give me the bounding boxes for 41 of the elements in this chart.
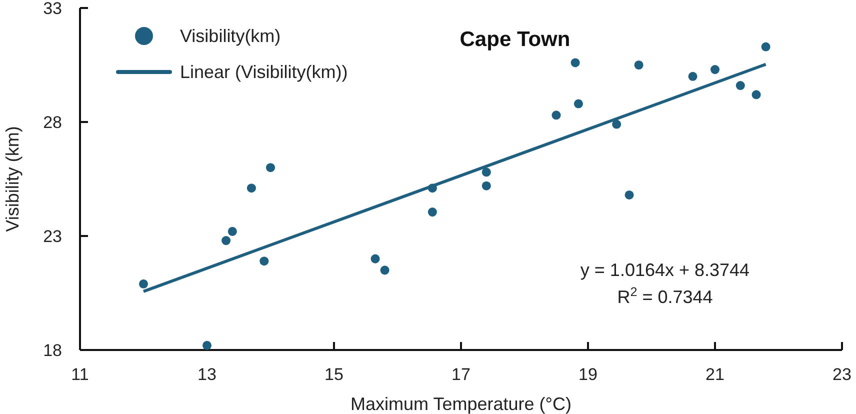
point — [736, 81, 745, 90]
legend-label: Visibility(km) — [180, 25, 281, 48]
point — [380, 266, 390, 275]
point — [612, 120, 622, 129]
point — [688, 72, 698, 81]
point — [228, 226, 237, 236]
y-tick-label: 23 — [43, 227, 62, 246]
point — [260, 256, 269, 266]
point — [624, 190, 634, 200]
x-tick-label: 13 — [198, 365, 216, 384]
point — [482, 168, 491, 177]
y-axis-title: Visibility (km) — [2, 126, 22, 232]
annotation: R$^{2}$ = 0.7344 — [617, 285, 713, 307]
point — [761, 42, 770, 52]
point — [370, 254, 380, 264]
point — [574, 99, 583, 108]
y-tick-label: 18 — [43, 341, 62, 360]
point — [552, 110, 561, 120]
annotation: y = 1.0164x + 8.3744 — [580, 260, 750, 280]
legend-label: Linear (Visibility(km)) — [180, 61, 348, 84]
x-tick-label: 15 — [324, 365, 344, 384]
y-tick-label: 33 — [43, 0, 62, 18]
point — [752, 90, 761, 100]
point — [138, 279, 148, 288]
point — [482, 181, 491, 190]
x-axis-title: Maximum Temperature (°C) — [350, 394, 572, 414]
x-tick-label: 11 — [71, 365, 89, 384]
x-tick-label: 21 — [706, 365, 724, 384]
point — [222, 236, 231, 246]
point — [710, 65, 720, 74]
point — [634, 60, 644, 70]
text: Cape Town — [460, 28, 570, 51]
point — [246, 184, 256, 193]
x-tick-label: 17 — [452, 365, 470, 384]
point — [428, 208, 437, 217]
y-tick-label: 28 — [43, 113, 62, 132]
point — [266, 163, 276, 172]
x-tick-label: 23 — [832, 365, 852, 384]
x-tick-label: 19 — [578, 365, 598, 384]
point — [202, 340, 212, 350]
point — [570, 58, 580, 68]
